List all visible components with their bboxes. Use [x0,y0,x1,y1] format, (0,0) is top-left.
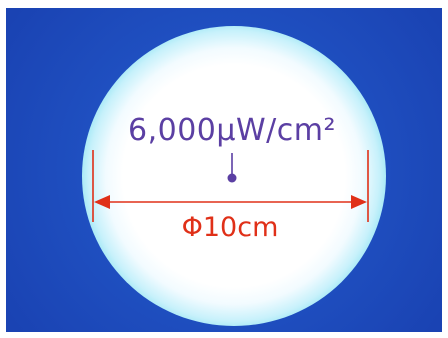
intensity-label: 6,000μW/cm² [128,113,336,148]
right-arrowhead [351,195,367,209]
left-arrowhead [94,195,110,209]
intensity-pointer-dot [227,173,237,183]
diameter-label: Φ10cm [181,212,279,243]
